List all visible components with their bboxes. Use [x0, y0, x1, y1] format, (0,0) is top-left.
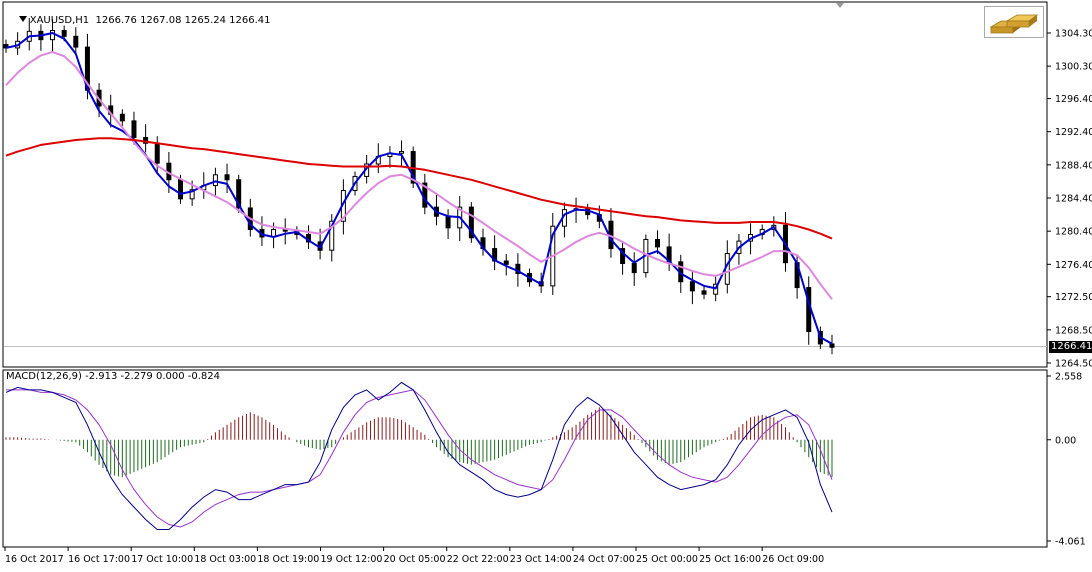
macd-y-axis-label: 2.558: [1055, 372, 1082, 383]
candle-body: [178, 179, 184, 200]
macd-y-axis-label: 0.00: [1055, 435, 1076, 446]
x-axis-label: 18 Oct 03:00: [194, 554, 256, 565]
candle-body: [224, 174, 230, 181]
y-axis-label: 1268.50: [1055, 325, 1092, 336]
candle-body: [3, 44, 9, 49]
y-axis-label: 1280.40: [1055, 227, 1092, 238]
candle-body: [515, 263, 521, 274]
chart-shift-marker-icon[interactable]: [836, 3, 844, 8]
candle-body: [503, 260, 509, 265]
x-axis-label: 26 Oct 09:00: [762, 554, 824, 565]
candle: [399, 140, 405, 167]
candle-body: [445, 215, 451, 229]
x-axis-label: 24 Oct 07:00: [573, 554, 635, 565]
candle: [654, 230, 660, 254]
x-axis-label: 25 Oct 16:00: [699, 554, 761, 565]
candle-body: [131, 120, 137, 138]
candle-body: [620, 248, 626, 265]
open-value: 1266.76: [95, 15, 137, 26]
candle-body: [689, 281, 695, 292]
candle: [224, 163, 230, 194]
x-axis-label: 17 Oct 10:00: [131, 554, 193, 565]
y-axis-label: 1264.50: [1055, 359, 1092, 370]
chart-header: XAUUSD,H1 1266.76 1267.08 1265.24 1266.4…: [6, 4, 271, 37]
x-axis-label: 19 Oct 12:00: [321, 554, 383, 565]
y-axis-label: 1300.30: [1055, 62, 1092, 73]
macd-main-line: [5, 381, 833, 530]
x-axis-label: 23 Oct 14:00: [510, 554, 572, 565]
candle: [503, 253, 509, 276]
candle-body: [154, 142, 160, 164]
ma-slow-line: [5, 137, 833, 240]
y-axis-label: 1292.40: [1055, 127, 1092, 138]
candle: [829, 334, 835, 355]
candle-body: [119, 113, 125, 122]
candle: [119, 109, 125, 126]
candle-body: [189, 189, 195, 200]
candle: [236, 174, 242, 213]
ma-mid-line: [5, 51, 833, 300]
candle: [3, 39, 9, 53]
y-axis-label: 1284.40: [1055, 194, 1092, 205]
x-axis-label: 22 Oct 22:00: [447, 554, 509, 565]
candle: [701, 285, 707, 300]
candle-body: [654, 238, 660, 248]
candle: [620, 241, 626, 275]
symbol-label: XAUUSD,H1: [29, 15, 90, 26]
macd-label: MACD(12,26,9) -2.913 -2.279 0.000 -0.824: [6, 371, 220, 382]
y-axis-label: 1296.40: [1055, 94, 1092, 105]
candle-body: [829, 343, 835, 348]
candle-body: [212, 174, 218, 187]
gold-bars-icon: [984, 6, 1044, 38]
candle-body: [468, 206, 474, 239]
x-axis-label: 16 Oct 2017: [5, 554, 64, 565]
candle-body: [236, 179, 242, 209]
candle: [329, 214, 335, 262]
candle-body: [329, 220, 335, 251]
x-axis-label: 18 Oct 19:00: [257, 554, 319, 565]
candle-body: [701, 290, 707, 295]
candle: [73, 27, 79, 55]
candle: [689, 270, 695, 305]
macd-y-axis-label: -4.061: [1055, 537, 1086, 548]
candle-body: [73, 35, 79, 48]
candle: [468, 202, 474, 243]
y-axis-label: 1304.30: [1055, 29, 1092, 40]
candle-body: [61, 30, 67, 37]
close-value: 1266.41: [229, 15, 271, 26]
dropdown-triangle-icon[interactable]: [18, 16, 27, 22]
x-axis-label: 16 Oct 17:00: [68, 554, 130, 565]
x-axis-label: 20 Oct 05:00: [384, 554, 446, 565]
y-axis-label: 1276.40: [1055, 260, 1092, 271]
current-price-label: 1266.41: [1049, 341, 1092, 353]
x-axis-label: 25 Oct 00:00: [636, 554, 698, 565]
candle-body: [399, 151, 405, 154]
macd-signal-line: [6, 389, 833, 528]
y-axis-label: 1272.50: [1055, 292, 1092, 303]
low-value: 1265.24: [184, 15, 226, 26]
y-axis-label: 1288.40: [1055, 160, 1092, 171]
candle-body: [631, 263, 637, 274]
high-value: 1267.08: [140, 15, 182, 26]
